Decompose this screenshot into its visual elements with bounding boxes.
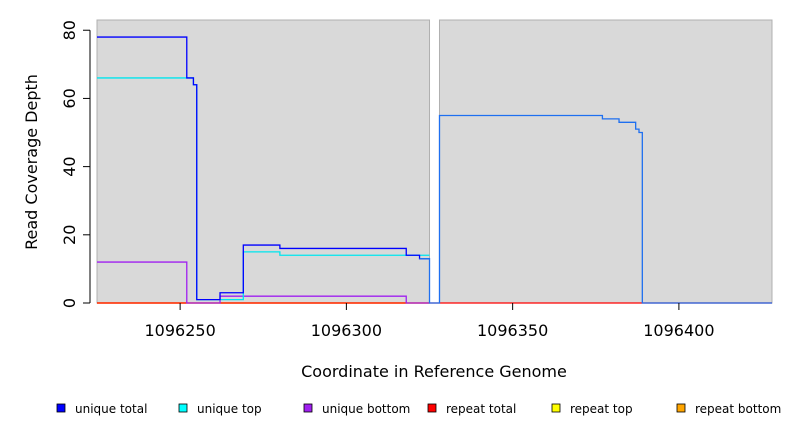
legend-label-repeat-top: repeat top [570,402,633,416]
legend-label-unique-total: unique total [75,402,147,416]
plot-panel-2 [438,19,773,304]
x-tick-label: 1096250 [144,321,215,340]
y-tick-label: 80 [60,20,79,40]
legend-swatch-repeat-total [427,403,437,413]
y-axis: 0 20 40 60 80 [60,20,91,308]
series-layer [97,36,772,304]
legend-swatch-unique-top [178,403,188,413]
legend-label-repeat-total: repeat total [446,402,516,416]
y-tick-label: 20 [60,225,79,245]
series-line-coverage [419,114,772,304]
x-tick-label: 1096400 [643,321,714,340]
y-axis-title: Read Coverage Depth [22,74,41,250]
y-tick-label: 40 [60,156,79,176]
plot-panels [96,19,773,304]
legend-label-unique-bottom: unique bottom [322,402,410,416]
legend-swatch-repeat-top [551,403,561,413]
legend-swatch-unique-total [56,403,66,413]
plot-panel-1 [96,19,431,304]
y-tick-label: 0 [60,298,79,308]
legend-label-unique-top: unique top [197,402,262,416]
x-tick-label: 1096350 [477,321,548,340]
legend-label-repeat-bottom: repeat bottom [695,402,781,416]
series-line-unique-total [97,36,430,301]
legend: unique total unique top unique bottom repea… [56,402,781,416]
x-axis: 1096250 1096300 1096350 1096400 [144,303,715,340]
x-tick-label: 1096300 [311,321,382,340]
x-axis-title: Coordinate in Reference Genome [301,362,567,381]
legend-swatch-repeat-bottom [676,403,686,413]
legend-swatch-unique-bottom [303,403,313,413]
y-tick-label: 60 [60,88,79,108]
